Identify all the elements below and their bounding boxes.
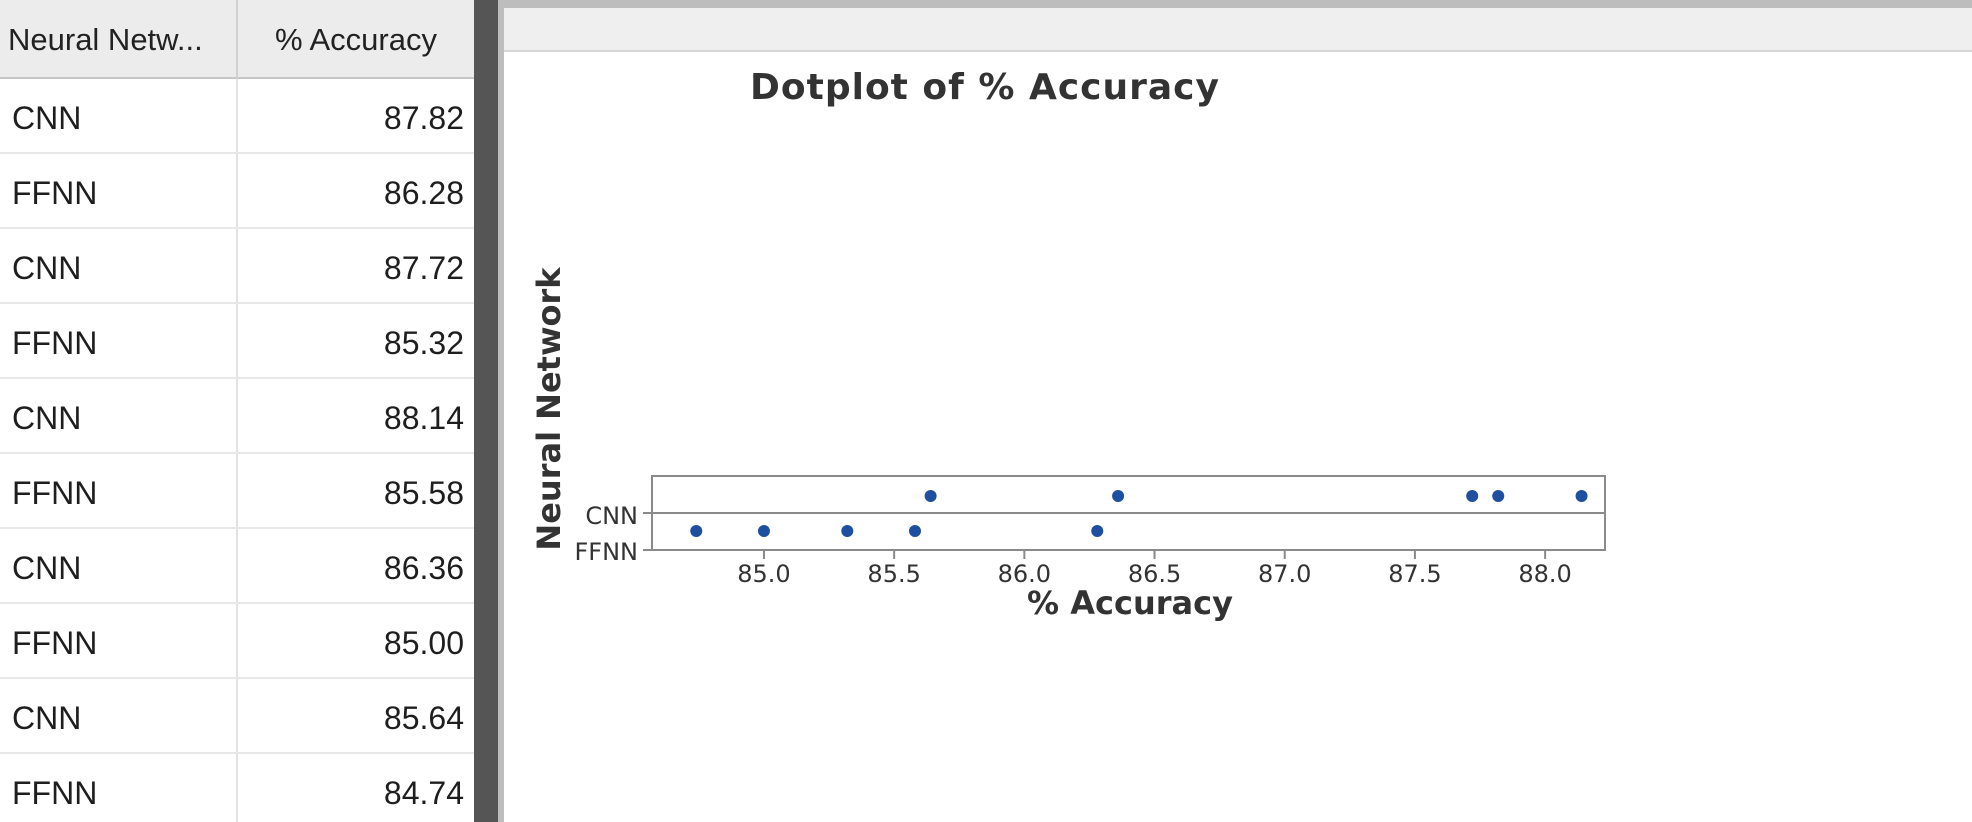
x-tick-label: 88.0	[1518, 560, 1571, 588]
x-tick-label: 85.5	[867, 560, 920, 588]
x-tick-label: 87.5	[1388, 560, 1441, 588]
data-point-cnn	[924, 490, 937, 502]
cell-accuracy[interactable]: 85.32	[383, 325, 464, 361]
y-axis-categories: CNN FFNN	[574, 502, 652, 566]
grid-header: Neural Netw... % Accuracy	[0, 0, 474, 79]
data-point-ffnn	[841, 525, 854, 537]
x-tick-label: 85.0	[737, 560, 790, 588]
data-point-cnn	[1575, 490, 1588, 502]
data-point-cnn	[1492, 490, 1505, 502]
chart-title: Dotplot of % Accuracy	[750, 67, 1220, 108]
table-row[interactable]: FFNN 84.74	[0, 754, 474, 822]
cell-accuracy[interactable]: 87.72	[383, 250, 464, 286]
cell-accuracy[interactable]: 87.82	[383, 100, 464, 136]
cell-neural-network[interactable]: CNN	[0, 529, 238, 602]
cell-neural-network[interactable]: FFNN	[0, 304, 238, 377]
table-row[interactable]: CNN 87.82	[0, 79, 474, 154]
table-row[interactable]: FFNN 85.32	[0, 304, 474, 379]
graph-title-bar[interactable]	[504, 8, 1972, 52]
data-point-ffnn	[908, 525, 921, 537]
graph-canvas: Dotplot of % Accuracy % Accuracy Neural …	[504, 52, 1972, 822]
column-header-neural-network[interactable]: Neural Netw...	[0, 0, 238, 79]
x-tick-label: 86.0	[998, 560, 1051, 588]
data-point-cnn	[1112, 490, 1125, 502]
x-axis-label: % Accuracy	[1027, 584, 1233, 622]
graph-window: Dotplot of % Accuracy % Accuracy Neural …	[498, 0, 1972, 822]
pane-divider[interactable]	[474, 0, 498, 822]
x-tick-label: 87.0	[1258, 560, 1311, 588]
cell-accuracy[interactable]: 86.36	[383, 550, 464, 586]
worksheet-grid: Neural Netw... % Accuracy CNN 87.82 FFNN 86…	[0, 0, 474, 822]
data-point-ffnn	[1091, 525, 1104, 537]
cell-neural-network[interactable]: FFNN	[0, 454, 238, 527]
table-row[interactable]: FFNN 85.58	[0, 454, 474, 529]
y-category-label: CNN	[585, 502, 638, 530]
data-point-ffnn	[690, 525, 703, 537]
cell-accuracy[interactable]: 88.14	[383, 400, 464, 436]
cell-neural-network[interactable]: CNN	[0, 379, 238, 452]
cell-neural-network[interactable]: CNN	[0, 679, 238, 752]
cell-accuracy[interactable]: 84.74	[383, 775, 464, 811]
table-row[interactable]: CNN 85.64	[0, 679, 474, 754]
table-row[interactable]: CNN 88.14	[0, 379, 474, 454]
cell-accuracy[interactable]: 85.00	[383, 625, 464, 661]
cell-accuracy[interactable]: 85.64	[383, 700, 464, 736]
cell-neural-network[interactable]: FFNN	[0, 154, 238, 227]
table-row[interactable]: CNN 87.72	[0, 229, 474, 304]
table-row[interactable]: FFNN 86.28	[0, 154, 474, 229]
x-tick-label: 86.5	[1128, 560, 1181, 588]
cell-neural-network[interactable]: CNN	[0, 79, 238, 152]
column-header-accuracy[interactable]: % Accuracy	[275, 22, 437, 57]
table-row[interactable]: CNN 86.36	[0, 529, 474, 604]
data-point-cnn	[1466, 490, 1479, 502]
cell-accuracy[interactable]: 85.58	[383, 475, 464, 511]
x-axis-ticks: 85.0 85.5 86.0 86.5 87.0 87.5 88.0	[737, 550, 1572, 588]
cell-neural-network[interactable]: CNN	[0, 229, 238, 302]
cell-neural-network[interactable]: FFNN	[0, 604, 238, 677]
cell-accuracy[interactable]: 86.28	[383, 175, 464, 211]
y-category-label: FFNN	[574, 538, 638, 566]
cell-neural-network[interactable]: FFNN	[0, 754, 238, 822]
data-point-ffnn	[757, 525, 770, 537]
table-row[interactable]: FFNN 85.00	[0, 604, 474, 679]
y-axis-label: Neural Network	[530, 267, 568, 551]
dotplot-chart: Dotplot of % Accuracy % Accuracy Neural …	[530, 67, 1606, 622]
data-points	[690, 490, 1588, 537]
